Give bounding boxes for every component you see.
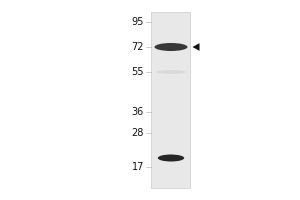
Text: 55: 55 (131, 67, 144, 77)
Bar (152, 12, 190, 188)
Text: 28: 28 (132, 128, 144, 138)
Text: 36: 36 (132, 107, 144, 117)
Text: 72: 72 (131, 42, 144, 52)
Polygon shape (193, 43, 200, 51)
Text: 17: 17 (132, 162, 144, 172)
Text: 95: 95 (132, 17, 144, 27)
Ellipse shape (156, 70, 186, 74)
Ellipse shape (158, 154, 184, 162)
Ellipse shape (154, 43, 188, 51)
